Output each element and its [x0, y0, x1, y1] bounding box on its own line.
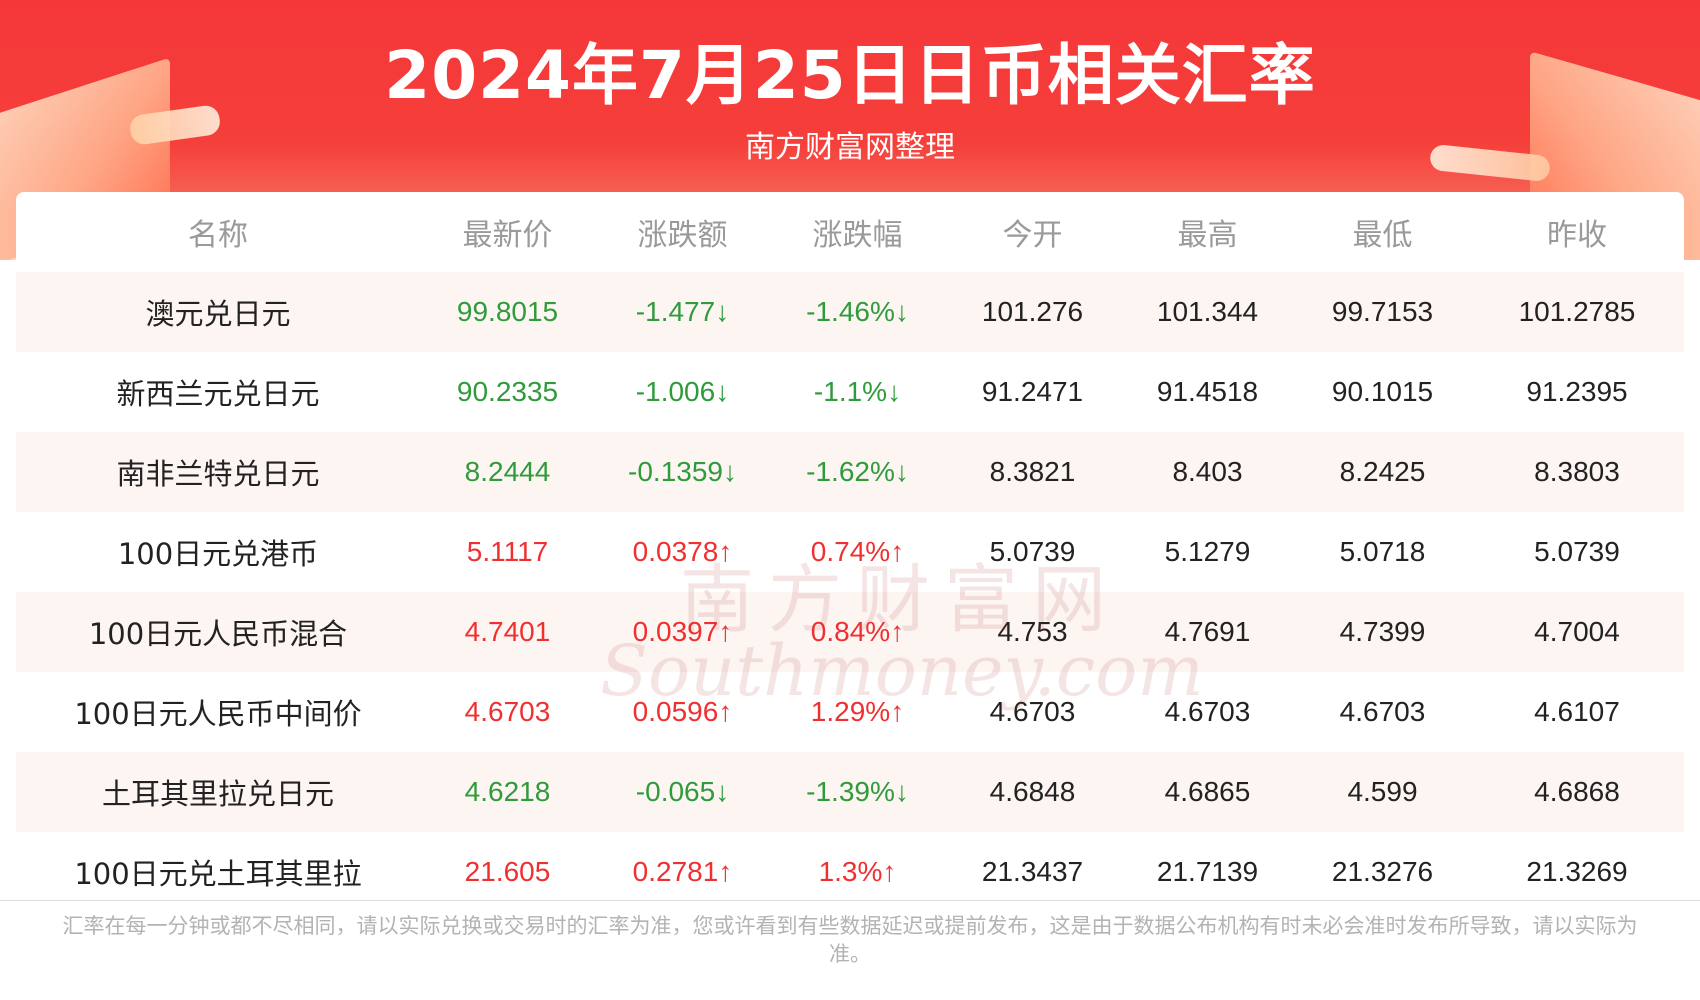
latest-price: 90.2335: [420, 352, 595, 432]
latest-price: 99.8015: [420, 272, 595, 352]
open-price: 101.276: [945, 272, 1120, 352]
latest-price: 5.1117: [420, 512, 595, 592]
change-amount: -0.1359↓: [595, 432, 770, 512]
latest-price: 8.2444: [420, 432, 595, 512]
change-percent: -1.46%↓: [770, 272, 945, 352]
currency-pair-name: 100日元人民币混合: [16, 592, 420, 672]
page-subtitle: 南方财富网整理: [745, 130, 955, 165]
column-header-high: 最高: [1177, 218, 1238, 253]
latest-price: 4.7401: [420, 592, 595, 672]
open-price: 4.6703: [945, 672, 1120, 752]
prev-close-price: 4.6107: [1470, 672, 1684, 752]
high-price: 91.4518: [1120, 352, 1295, 432]
currency-pair-name: 土耳其里拉兑日元: [16, 752, 420, 832]
open-price: 5.0739: [945, 512, 1120, 592]
table-row: 100日元人民币混合 4.7401 0.0397↑ 0.84%↑ 4.753 4…: [16, 592, 1684, 672]
prev-close-price: 4.7004: [1470, 592, 1684, 672]
open-price: 4.753: [945, 592, 1120, 672]
column-header-change: 涨跌额: [637, 218, 728, 253]
prev-close-price: 21.3269: [1470, 832, 1684, 912]
table-row: 土耳其里拉兑日元 4.6218 -0.065↓ -1.39%↓ 4.6848 4…: [16, 752, 1684, 832]
currency-pair-name: 新西兰元兑日元: [16, 352, 420, 432]
table-header-row: 名称 最新价 涨跌额 涨跌幅 今开 最高 最低 昨收: [16, 192, 1684, 272]
prev-close-price: 91.2395: [1470, 352, 1684, 432]
change-amount: 0.0596↑: [595, 672, 770, 752]
change-amount: -1.477↓: [595, 272, 770, 352]
prev-close-price: 8.3803: [1470, 432, 1684, 512]
latest-price: 4.6703: [420, 672, 595, 752]
page-title: 2024年7月25日日币相关汇率: [384, 37, 1316, 114]
currency-pair-name: 南非兰特兑日元: [16, 432, 420, 512]
low-price: 90.1015: [1295, 352, 1470, 432]
currency-pair-name: 100日元兑土耳其里拉: [16, 832, 420, 912]
low-price: 5.0718: [1295, 512, 1470, 592]
change-percent: -1.1%↓: [770, 352, 945, 432]
table-row: 100日元人民币中间价 4.6703 0.0596↑ 1.29%↑ 4.6703…: [16, 672, 1684, 752]
column-header-latest: 最新价: [462, 218, 553, 253]
table-row: 南非兰特兑日元 8.2444 -0.1359↓ -1.62%↓ 8.3821 8…: [16, 432, 1684, 512]
footer-disclaimer: 汇率在每一分钟或都不尽相同，请以实际兑换或交易时的汇率为准，您或许看到有些数据延…: [62, 914, 1638, 966]
prev-close-price: 4.6868: [1470, 752, 1684, 832]
change-percent: -1.39%↓: [770, 752, 945, 832]
low-price: 4.6703: [1295, 672, 1470, 752]
rates-table: 名称 最新价 涨跌额 涨跌幅 今开 最高 最低 昨收 澳元兑日元 99.8015…: [16, 192, 1684, 912]
column-header-name: 名称: [188, 218, 248, 253]
change-percent: 1.29%↑: [770, 672, 945, 752]
column-header-low: 最低: [1352, 218, 1413, 253]
low-price: 4.599: [1295, 752, 1470, 832]
low-price: 4.7399: [1295, 592, 1470, 672]
table-body: 澳元兑日元 99.8015 -1.477↓ -1.46%↓ 101.276 10…: [16, 272, 1684, 912]
high-price: 5.1279: [1120, 512, 1295, 592]
prev-close-price: 5.0739: [1470, 512, 1684, 592]
rates-card: 名称 最新价 涨跌额 涨跌幅 今开 最高 最低 昨收 澳元兑日元 99.8015…: [16, 192, 1684, 912]
footer-divider: [0, 900, 1700, 901]
open-price: 4.6848: [945, 752, 1120, 832]
table-row: 澳元兑日元 99.8015 -1.477↓ -1.46%↓ 101.276 10…: [16, 272, 1684, 352]
change-percent: -1.62%↓: [770, 432, 945, 512]
high-price: 101.344: [1120, 272, 1295, 352]
change-amount: -0.065↓: [595, 752, 770, 832]
high-price: 21.7139: [1120, 832, 1295, 912]
change-percent: 1.3%↑: [770, 832, 945, 912]
low-price: 8.2425: [1295, 432, 1470, 512]
latest-price: 21.605: [420, 832, 595, 912]
table-row: 100日元兑土耳其里拉 21.605 0.2781↑ 1.3%↑ 21.3437…: [16, 832, 1684, 912]
table-row: 100日元兑港币 5.1117 0.0378↑ 0.74%↑ 5.0739 5.…: [16, 512, 1684, 592]
change-amount: 0.0378↑: [595, 512, 770, 592]
currency-pair-name: 澳元兑日元: [16, 272, 420, 352]
low-price: 99.7153: [1295, 272, 1470, 352]
currency-pair-name: 100日元人民币中间价: [16, 672, 420, 752]
change-amount: 0.0397↑: [595, 592, 770, 672]
open-price: 8.3821: [945, 432, 1120, 512]
latest-price: 4.6218: [420, 752, 595, 832]
prev-close-price: 101.2785: [1470, 272, 1684, 352]
high-price: 4.6703: [1120, 672, 1295, 752]
change-amount: 0.2781↑: [595, 832, 770, 912]
currency-pair-name: 100日元兑港币: [16, 512, 420, 592]
column-header-prev-close: 昨收: [1547, 218, 1607, 253]
change-amount: -1.006↓: [595, 352, 770, 432]
table-row: 新西兰元兑日元 90.2335 -1.006↓ -1.1%↓ 91.2471 9…: [16, 352, 1684, 432]
open-price: 91.2471: [945, 352, 1120, 432]
column-header-open: 今开: [1002, 218, 1063, 253]
low-price: 21.3276: [1295, 832, 1470, 912]
change-percent: 0.74%↑: [770, 512, 945, 592]
high-price: 8.403: [1120, 432, 1295, 512]
open-price: 21.3437: [945, 832, 1120, 912]
high-price: 4.7691: [1120, 592, 1295, 672]
column-header-change-pct: 涨跌幅: [812, 218, 903, 253]
high-price: 4.6865: [1120, 752, 1295, 832]
change-percent: 0.84%↑: [770, 592, 945, 672]
